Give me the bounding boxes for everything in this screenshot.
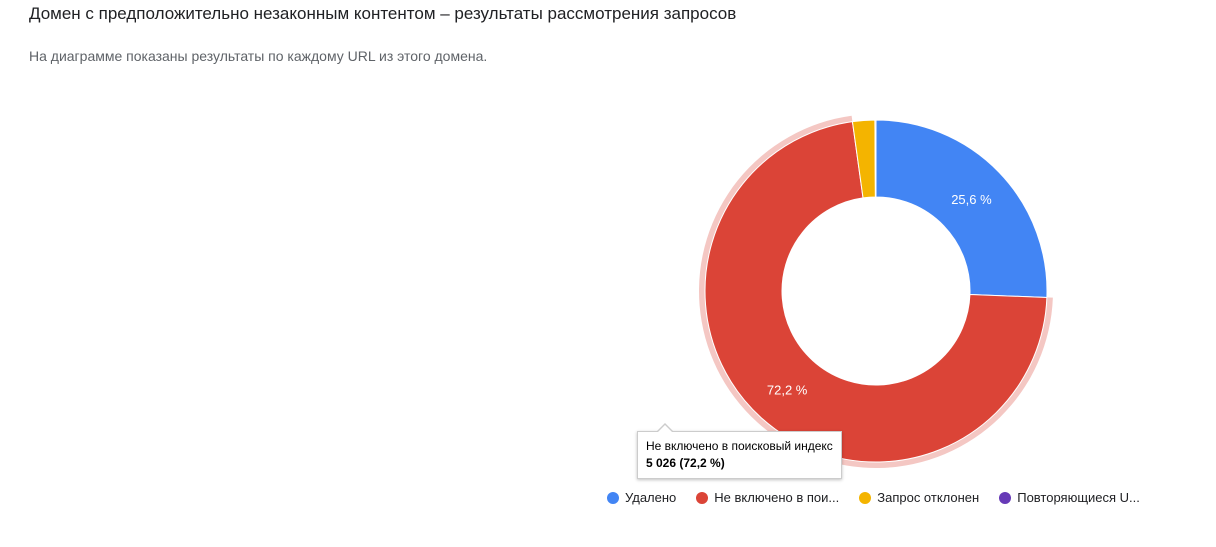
legend-dot-not-indexed: [696, 491, 709, 504]
chart-legend: Удалено Не включено в пои... Запрос откл…: [607, 490, 1160, 505]
legend-label-duplicates: Повторяющиеся U...: [1017, 490, 1140, 505]
legend-dot-duplicates: [999, 491, 1012, 504]
donut-slices: [699, 115, 1053, 468]
slice-label-not-indexed: 72,2 %: [767, 382, 808, 397]
legend-label-rejected: Запрос отклонен: [877, 490, 980, 505]
donut-slice-removed[interactable]: [875, 119, 1048, 298]
legend-item-duplicates[interactable]: Повторяющиеся U...: [999, 490, 1140, 505]
tooltip-series-name: Не включено в поисковый индекс: [646, 439, 833, 453]
page-title: Домен с предположительно незаконным конт…: [29, 4, 737, 23]
legend-item-rejected[interactable]: Запрос отклонен: [859, 490, 979, 505]
legend-label-not-indexed: Не включено в пои...: [714, 490, 840, 505]
legend-label-removed: Удалено: [625, 490, 677, 505]
page-subtitle: На диаграмме показаны результаты по кажд…: [29, 48, 488, 64]
legend-item-not-indexed[interactable]: Не включено в пои...: [696, 490, 839, 505]
legend-item-removed[interactable]: Удалено: [607, 490, 676, 505]
slice-label-removed: 25,6 %: [951, 192, 992, 207]
tooltip-tail-inner: [657, 425, 673, 433]
donut-slice-not-indexed[interactable]: [704, 121, 1048, 463]
chart-tooltip: Не включено в поисковый индекс 5 026 (72…: [637, 423, 842, 479]
donut-slice-duplicates[interactable]: [874, 119, 877, 198]
donut-slice-labels: 25,6 % 72,2 %: [767, 192, 992, 397]
tooltip-value: 5 026 (72,2 %): [646, 456, 725, 470]
legend-dot-rejected: [859, 491, 872, 504]
legend-dot-removed: [607, 491, 619, 504]
